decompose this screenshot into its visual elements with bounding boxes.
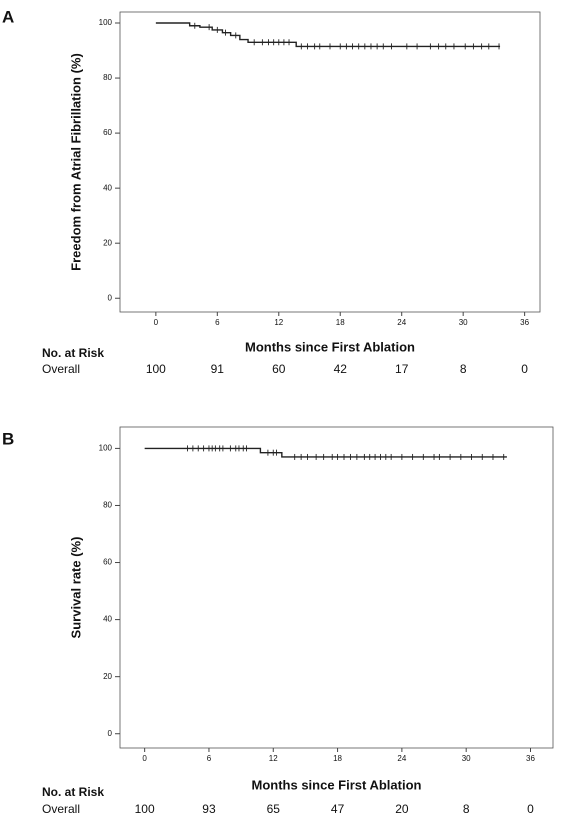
y-tick-label: 60 [103,558,112,567]
x-tick-label: 24 [397,318,406,327]
x-tick-label: 18 [336,318,345,327]
plot-frame [119,11,541,313]
plot-frame [119,426,554,749]
risk-count: 100 [146,362,166,376]
y-tick-label: 100 [99,18,113,27]
y-tick-label: 60 [103,128,112,137]
x-tick-label: 24 [397,754,406,763]
y-tick-label: 20 [103,238,112,247]
risk-count: 8 [460,362,467,376]
risk-count: 20 [395,802,409,816]
y-tick-label: 20 [103,672,112,681]
x-tick-label: 12 [269,754,278,763]
risk-count: 100 [135,802,155,816]
risk-label: Overall [42,802,80,816]
y-axis-title: Freedom from Atrial Fibrillation (%) [68,53,83,271]
y-tick-label: 0 [108,729,113,738]
survival-curve [144,447,507,458]
risk-count: 0 [521,362,528,376]
risk-count: 65 [267,802,281,816]
x-tick-label: 36 [526,754,535,763]
panel-label: B [2,429,14,448]
survival-curve [155,22,501,48]
x-tick-label: 18 [333,754,342,763]
x-tick-label: 12 [274,318,283,327]
y-tick-label: 40 [103,615,112,624]
risk-title: No. at Risk [42,346,104,360]
risk-count: 17 [395,362,409,376]
x-tick-label: 0 [154,318,159,327]
y-tick-label: 100 [99,444,113,453]
x-axis-title: Months since First Ablation [245,339,415,354]
risk-count: 93 [202,802,216,816]
risk-count: 42 [334,362,348,376]
risk-count: 47 [331,802,345,816]
y-tick-label: 40 [103,183,112,192]
x-tick-label: 6 [207,754,212,763]
x-tick-label: 36 [520,318,529,327]
risk-label: Overall [42,362,80,376]
y-axis-title: Survival rate (%) [68,537,83,639]
risk-count: 60 [272,362,286,376]
panel-label: A [2,7,14,26]
y-tick-label: 0 [108,293,113,302]
x-axis-title: Months since First Ablation [252,777,422,792]
y-tick-label: 80 [103,501,112,510]
risk-count: 0 [527,802,534,816]
risk-count: 91 [211,362,225,376]
x-tick-label: 30 [462,754,471,763]
risk-title: No. at Risk [42,785,104,799]
x-tick-label: 6 [215,318,220,327]
x-tick-label: 0 [142,754,147,763]
y-tick-label: 80 [103,73,112,82]
risk-count: 8 [463,802,470,816]
x-tick-label: 30 [459,318,468,327]
